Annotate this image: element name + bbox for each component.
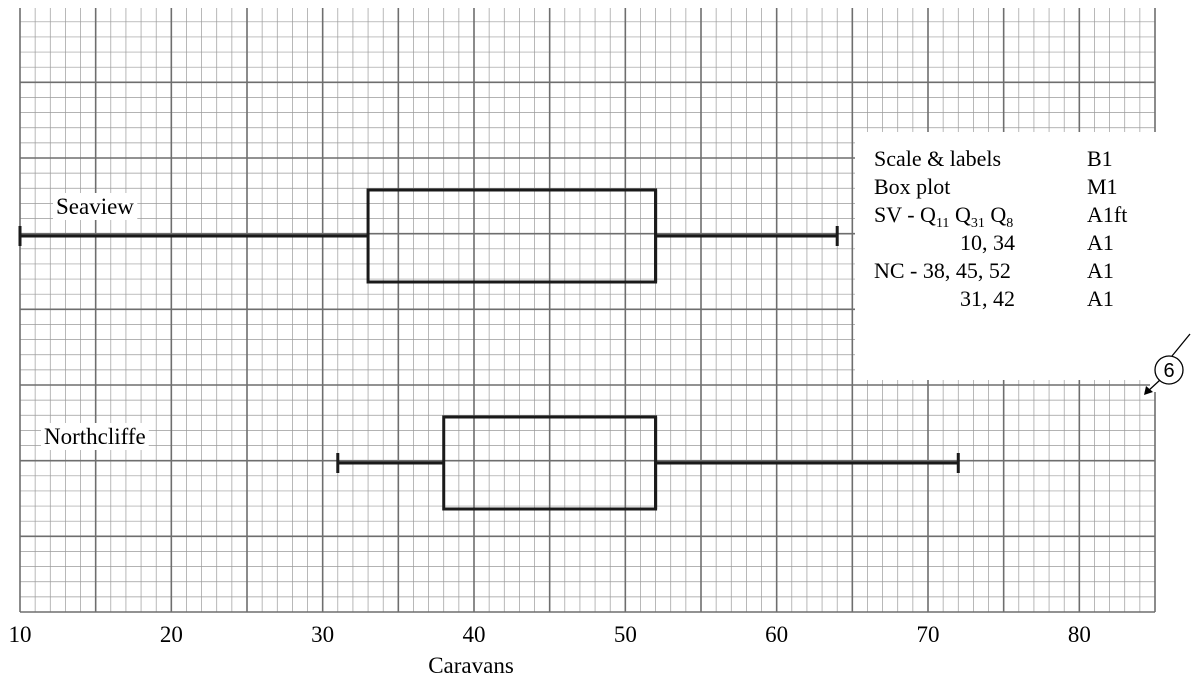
note-mark-sv-whiskers: A1 bbox=[1087, 230, 1114, 255]
total-marks-value: 6 bbox=[1163, 360, 1174, 382]
x-tick-label: 80 bbox=[1068, 622, 1091, 647]
note-criterion-nc-whiskers: 31, 42 bbox=[960, 286, 1015, 311]
x-axis-tick-labels: 10 20 30 40 50 60 70 80 bbox=[9, 622, 1091, 647]
x-tick-label: 40 bbox=[463, 622, 486, 647]
x-tick-label: 30 bbox=[311, 622, 334, 647]
series-label-background bbox=[53, 193, 138, 220]
total-marks-circle bbox=[1154, 355, 1184, 385]
total-marks-annotation: 6 bbox=[1144, 333, 1191, 395]
series-label-background bbox=[41, 423, 149, 450]
note-mark-boxplot: M1 bbox=[1087, 174, 1118, 199]
total-marks-arrowhead bbox=[1144, 386, 1153, 395]
note-mark-nc-quartiles: A1 bbox=[1087, 258, 1114, 283]
series-label: Northcliffe bbox=[44, 424, 146, 449]
marking-notes: Scale & labels B1 Box plot M1 SV - Q11 Q… bbox=[855, 132, 1165, 380]
marking-notes-background bbox=[855, 132, 1165, 380]
note-criterion-sv-whiskers: 10, 34 bbox=[960, 230, 1015, 255]
note-criterion-nc-quartiles: NC - 38, 45, 52 bbox=[874, 258, 1011, 283]
note-mark-nc-whiskers: A1 bbox=[1087, 286, 1114, 311]
x-tick-label: 10 bbox=[9, 622, 32, 647]
note-criterion-boxplot: Box plot bbox=[874, 174, 950, 199]
x-tick-label: 70 bbox=[917, 622, 940, 647]
box-plots: Seaview Northcliffe bbox=[18, 188, 960, 511]
total-marks-tick-stroke bbox=[1171, 333, 1191, 357]
note-criterion-scale: Scale & labels bbox=[874, 146, 1001, 171]
note-mark-scale: B1 bbox=[1087, 146, 1113, 171]
series-label: Seaview bbox=[56, 194, 134, 219]
note-mark-sv-quartiles: A1ft bbox=[1087, 202, 1127, 227]
x-tick-label: 60 bbox=[765, 622, 788, 647]
box-q1-q3 bbox=[366, 188, 658, 284]
x-axis-title: Caravans bbox=[428, 653, 514, 678]
x-tick-label: 50 bbox=[614, 622, 637, 647]
x-tick-label: 20 bbox=[160, 622, 183, 647]
note-criterion-sv-quartiles: SV - Q11 Q31 Q8 bbox=[874, 202, 1013, 231]
